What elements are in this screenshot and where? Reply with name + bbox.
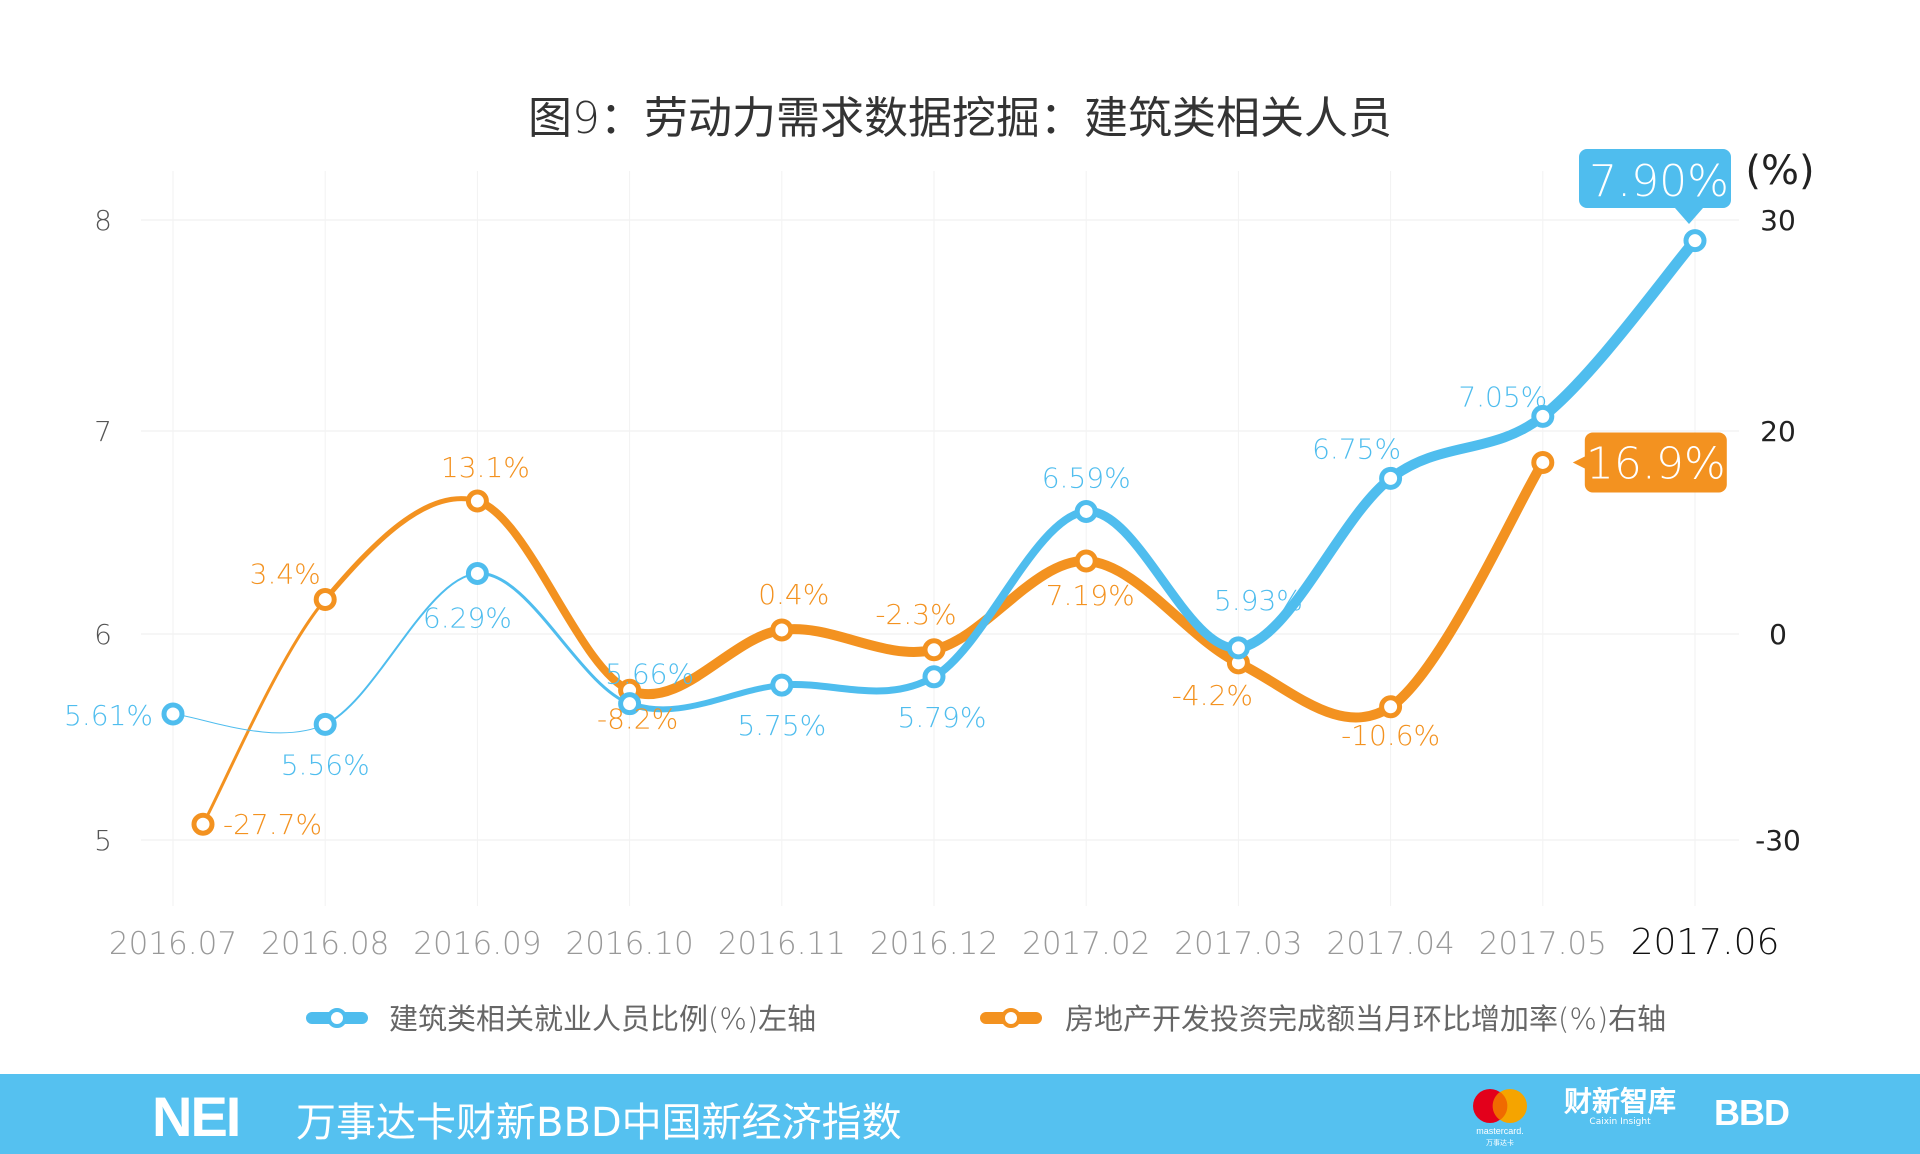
orange-series-line xyxy=(322,496,480,602)
x-axis-tick-label: 2017.05 xyxy=(1479,926,1607,962)
right-axis-tick-label: 20 xyxy=(1760,415,1796,448)
blue-callout-box xyxy=(1579,149,1731,224)
chart-title: 图9：劳动力需求数据挖掘：建筑类相关人员 xyxy=(528,93,1392,144)
orange-data-point xyxy=(770,618,794,642)
x-axis-tick-label: 2017.06 xyxy=(1631,922,1780,963)
blue-data-point xyxy=(1531,404,1555,428)
right-axis-unit: (%) xyxy=(1745,148,1814,194)
orange-data-point xyxy=(922,638,946,662)
blue-series-line xyxy=(1081,506,1243,653)
blue-data-label: 5.66% xyxy=(605,658,694,691)
orange-data-label: -2.3% xyxy=(875,598,956,631)
caixin-insight-logo: 财新智库 Caixin Insight xyxy=(1564,1085,1677,1128)
orange-data-label: -27.7% xyxy=(223,808,322,841)
footer-banner: NEI 万事达卡财新BBD中国新经济指数 mastercard. 万事达卡 财新… xyxy=(0,1074,1920,1154)
line-chart: 8 7 6 5 30 20 0 -30 (%) 2016.07 2016.08 2016.09 2016… xyxy=(64,148,1815,1036)
blue-data-label: 5.61% xyxy=(64,699,153,732)
blue-data-point xyxy=(1379,466,1403,490)
orange-series-line xyxy=(201,597,327,826)
left-axis-tick-label: 8 xyxy=(94,204,112,237)
blue-series-line xyxy=(1385,411,1548,484)
left-axis-tick-label: 5 xyxy=(94,824,112,857)
orange-data-point xyxy=(313,587,337,611)
orange-data-label: 3.4% xyxy=(250,557,321,590)
orange-series-line xyxy=(929,556,1092,655)
orange-series-line xyxy=(1233,657,1396,723)
blue-data-point xyxy=(1074,499,1098,523)
blue-data-point xyxy=(313,712,337,736)
orange-data-point xyxy=(1074,549,1098,573)
orange-data-label: -4.2% xyxy=(1172,679,1253,712)
legend-orange-marker-icon xyxy=(1001,1008,1021,1028)
blue-series-line xyxy=(626,682,785,713)
x-axis-tick-label: 2016.09 xyxy=(413,926,541,962)
orange-series-line xyxy=(1081,556,1244,668)
blue-data-point xyxy=(161,702,185,726)
left-axis-tick-label: 7 xyxy=(94,415,112,448)
svg-text:mastercard.: mastercard. xyxy=(1476,1126,1524,1136)
orange-data-label: -10.6% xyxy=(1341,719,1440,752)
blue-series-line xyxy=(1233,473,1396,653)
x-axis-tick-label: 2016.12 xyxy=(870,926,998,962)
blue-data-label: 5.75% xyxy=(737,709,826,742)
orange-data-point xyxy=(1379,695,1403,719)
legend-label: 建筑类相关就业人员比例(%)左轴 xyxy=(389,1002,816,1036)
blue-data-point xyxy=(1226,636,1250,660)
blue-data-label: 5.56% xyxy=(281,748,370,781)
orange-data-point xyxy=(1531,450,1555,474)
svg-text:万事达卡: 万事达卡 xyxy=(1486,1138,1514,1147)
blue-data-point xyxy=(770,673,794,697)
right-axis-tick-label: 30 xyxy=(1760,204,1796,237)
blue-series-line xyxy=(930,507,1091,681)
x-axis-tick-label: 2017.02 xyxy=(1022,926,1150,962)
x-axis-tick-label: 2016.08 xyxy=(261,926,389,962)
orange-series-line xyxy=(473,497,634,695)
legend-label: 房地产开发投资完成额当月环比增加率(%)右轴 xyxy=(1065,1002,1666,1036)
blue-data-point xyxy=(922,665,946,689)
x-axis-tick-label: 2017.04 xyxy=(1326,926,1454,962)
right-axis-tick-label: -30 xyxy=(1755,824,1801,857)
blue-data-point xyxy=(1683,229,1707,253)
orange-data-point xyxy=(191,812,215,836)
blue-data-point xyxy=(618,692,642,716)
blue-series-line xyxy=(324,572,479,726)
blue-data-label: 5.93% xyxy=(1214,584,1303,617)
orange-callout-box xyxy=(1572,432,1727,493)
orange-series-line xyxy=(776,624,939,657)
orange-data-label: 13.1% xyxy=(441,451,530,484)
orange-data-label: 7.19% xyxy=(1046,579,1135,612)
footer-title: 万事达卡财新BBD中国新经济指数 xyxy=(296,1100,902,1146)
orange-data-point xyxy=(465,489,489,513)
mastercard-logo: mastercard. 万事达卡 xyxy=(1473,1089,1527,1147)
x-axis-tick-label: 2016.07 xyxy=(109,926,237,962)
orange-data-label: -8.2% xyxy=(597,702,678,735)
blue-data-point xyxy=(465,561,489,585)
blue-data-label: 5.79% xyxy=(898,701,987,734)
x-axis-tick-label: 2016.10 xyxy=(565,926,693,962)
x-axis-tick-label: 2017.03 xyxy=(1174,926,1302,962)
x-axis-tick-label: 2016.11 xyxy=(718,926,846,962)
orange-series-line xyxy=(1385,457,1548,712)
nei-logo: NEI xyxy=(152,1085,241,1148)
blue-series-line xyxy=(172,713,326,734)
orange-data-label: 0.4% xyxy=(758,578,829,611)
orange-series-line xyxy=(624,624,787,700)
blue-series-line xyxy=(475,571,632,706)
legend-blue-marker-icon xyxy=(327,1008,347,1028)
blue-data-label: 6.59% xyxy=(1042,461,1131,494)
left-axis-tick-label: 6 xyxy=(94,618,112,651)
orange-callout-label: 16.9% xyxy=(1586,438,1726,489)
blue-series-line xyxy=(1537,235,1701,422)
blue-data-label: 7.05% xyxy=(1458,380,1547,413)
blue-data-label: 6.75% xyxy=(1312,432,1401,465)
blue-callout-label: 7.90% xyxy=(1589,156,1729,207)
bbd-logo: BBD xyxy=(1714,1092,1790,1133)
blue-series-line xyxy=(778,673,938,695)
right-axis-tick-label: 0 xyxy=(1769,618,1787,651)
blue-data-label: 6.29% xyxy=(423,601,512,634)
